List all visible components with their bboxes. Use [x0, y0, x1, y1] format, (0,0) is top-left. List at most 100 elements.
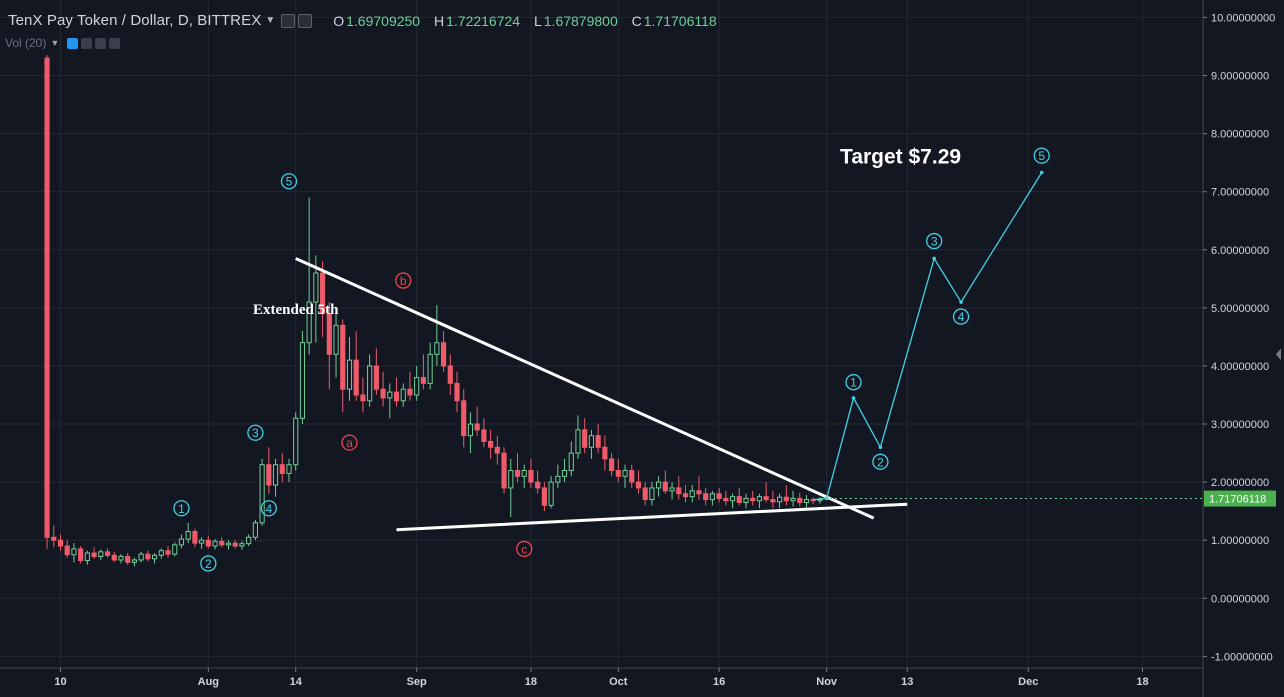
- wave-label: 1: [850, 376, 857, 390]
- candle-body: [373, 365, 379, 390]
- high-label: H: [433, 12, 445, 29]
- candle-body: [192, 530, 198, 544]
- price-tick-label: 10.00000000: [1211, 12, 1275, 24]
- candle-body: [232, 542, 238, 547]
- chevron-down-icon[interactable]: ▼: [50, 38, 60, 48]
- price-tick-label: 9.00000000: [1211, 71, 1269, 83]
- candle-body: [151, 554, 158, 560]
- price-tick-label: 2.00000000: [1211, 477, 1269, 489]
- candle-body: [521, 470, 527, 477]
- candle-body: [400, 388, 406, 402]
- candle-body: [279, 464, 285, 474]
- time-axis[interactable]: 10 Aug 14 Sep 18 Oct 16 Nov 13 Dec 18: [0, 667, 1203, 688]
- candle-body: [272, 464, 279, 486]
- candle-body: [104, 551, 111, 556]
- candle-body: [541, 487, 547, 506]
- candle-body: [340, 324, 346, 390]
- wave-label-circle: [395, 272, 412, 289]
- price-tick-label: 0.00000000: [1211, 593, 1269, 605]
- wave-label: 2: [205, 557, 212, 571]
- chart-grid: [0, 0, 1203, 668]
- gear-icon[interactable]: [298, 13, 313, 28]
- candle-body: [246, 536, 252, 545]
- candle-body: [44, 57, 50, 538]
- symbol-title[interactable]: TenX Pay Token / Dollar, D, BITTREX: [8, 12, 262, 29]
- candle-body: [709, 493, 715, 501]
- candle-body: [750, 497, 756, 502]
- chevron-down-icon[interactable]: ▼: [265, 15, 276, 26]
- price-tick-label: 6.00000000: [1211, 245, 1269, 257]
- candle-body: [225, 542, 232, 546]
- price-axis[interactable]: -1.00000000 0.00000000 1.00000000 2.0000000…: [1202, 0, 1281, 697]
- gear-icon[interactable]: [81, 37, 93, 49]
- candle-body: [501, 452, 507, 489]
- candle-body: [259, 464, 265, 524]
- candlestick-series: [44, 55, 823, 567]
- candle-body: [669, 487, 675, 492]
- candle-body: [676, 487, 682, 495]
- candle-body: [595, 435, 601, 448]
- time-tick-label: Oct: [609, 676, 628, 688]
- wave-label-circle: [200, 555, 217, 572]
- volume-indicator-label[interactable]: Vol (20): [5, 36, 47, 50]
- candle-body: [393, 391, 400, 402]
- plus-icon[interactable]: [95, 37, 107, 49]
- candle-body: [689, 490, 695, 498]
- candle-body: [212, 540, 218, 547]
- wave-label-circle: [260, 500, 277, 517]
- time-tick-label: 13: [901, 676, 913, 688]
- candle-body: [629, 470, 635, 483]
- candle-body: [172, 544, 178, 555]
- candle-body: [467, 423, 474, 437]
- close-icon[interactable]: [109, 37, 121, 49]
- scroll-arrow-icon: [1276, 348, 1281, 361]
- candle-body: [777, 496, 783, 503]
- projection-point: [851, 396, 856, 400]
- time-tick-label: 10: [54, 676, 66, 688]
- candle-body: [555, 475, 561, 483]
- wave-label: 4: [265, 502, 272, 516]
- candle-body: [346, 359, 353, 390]
- candle-body: [266, 464, 272, 486]
- candle-body: [205, 539, 211, 547]
- price-tick-label: 5.00000000: [1211, 303, 1269, 315]
- wave-label: c: [521, 542, 527, 556]
- candle-body: [326, 313, 332, 355]
- wave-label: 4: [958, 310, 965, 324]
- candle-body: [158, 550, 164, 556]
- wave-label-circle: [247, 424, 264, 441]
- time-tick-label: 14: [290, 676, 303, 688]
- candle-body: [420, 377, 426, 384]
- wave-label-circle: [341, 434, 358, 451]
- candle-body: [602, 446, 608, 460]
- time-tick-label: Dec: [1018, 676, 1038, 688]
- candle-body: [682, 493, 689, 498]
- candle-body: [729, 496, 736, 502]
- wave-label-circle: [1033, 147, 1050, 164]
- candle-body: [252, 522, 258, 538]
- time-tick-label: 18: [525, 676, 537, 688]
- candle-body: [91, 552, 97, 557]
- price-tick-label: 1.00000000: [1211, 535, 1269, 547]
- support-trendline: [396, 502, 908, 532]
- candle-body: [380, 388, 386, 399]
- wave-label-circle: [872, 453, 889, 470]
- candle-body: [548, 481, 554, 506]
- candle-body: [185, 530, 191, 540]
- annotation-text: Extended 5th: [253, 302, 339, 318]
- candle-body: [434, 342, 440, 355]
- candle-body: [803, 499, 810, 503]
- eye-icon[interactable]: [67, 37, 79, 49]
- time-tick-label: 16: [713, 676, 725, 688]
- eye-icon[interactable]: [281, 13, 296, 28]
- descending-trendline: [295, 257, 875, 520]
- volume-legend: Vol (20) ▼: [5, 36, 123, 50]
- candle-body: [313, 272, 319, 303]
- wave-label: 1: [178, 502, 185, 516]
- wave-label-circle: [926, 232, 943, 250]
- candle-body: [528, 470, 534, 483]
- time-tick-label: 18: [1136, 676, 1148, 688]
- candle-body: [797, 497, 803, 503]
